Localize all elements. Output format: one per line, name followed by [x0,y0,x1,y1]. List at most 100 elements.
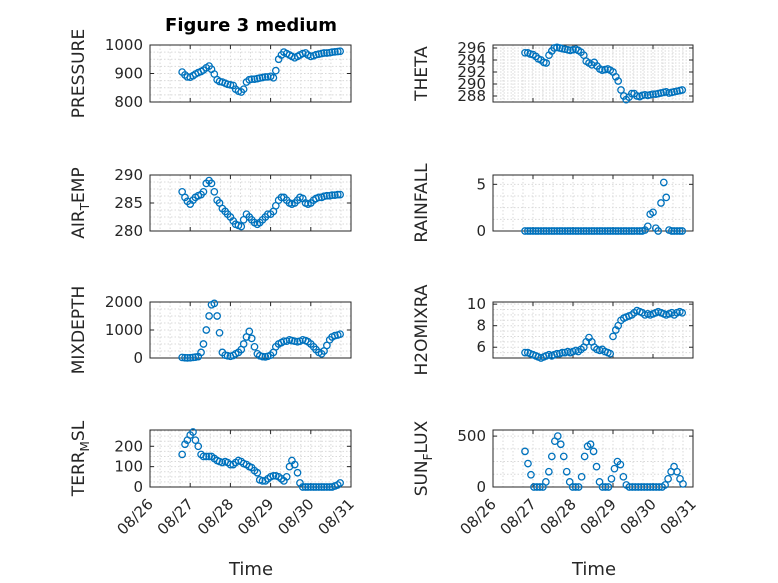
data-point [544,467,553,476]
data-point [199,452,208,461]
x-tick-label: 08/29 [234,495,277,538]
data-point [610,464,619,473]
data-point [298,483,307,491]
data-point [309,483,318,491]
data-point [226,81,235,89]
data-point [304,483,312,491]
data-point [298,49,307,58]
y-tick-label: 1000 [105,36,143,54]
y-tick-label: 500 [457,427,486,445]
data-point [595,227,604,235]
data-point [199,340,208,348]
y-tick-label: 0 [133,349,143,367]
y-tick-label: 10 [467,295,486,313]
data-point [673,227,681,235]
data-point [320,483,328,491]
data-point [633,227,641,235]
data-point [521,447,529,456]
data-point [269,73,278,82]
y-tick-label: 0 [476,478,486,496]
data-point [178,450,187,459]
data-point [574,227,583,235]
data-point [558,348,567,357]
data-point [178,353,187,362]
data-point [542,478,550,486]
data-point [537,227,545,235]
x-tick-label: 08/31 [657,495,700,538]
data-point [627,227,636,235]
data-point [617,86,625,94]
data-point [191,353,200,362]
data-point [579,227,588,235]
data-point [630,227,639,235]
data-point [582,227,591,235]
data-point [312,483,320,491]
data-point [553,227,561,235]
y-tick-label: 296 [457,39,486,57]
y-tick-label: 280 [114,222,143,240]
y-tick-label: 285 [114,194,143,212]
x-tick-label: 08/29 [577,495,620,538]
data-point [181,440,189,449]
data-point [643,222,652,231]
data-point [183,354,192,362]
data-point [320,49,328,57]
data-point [306,483,315,491]
axes-box [149,429,352,488]
y-tick-label: 294 [457,51,486,69]
data-point [545,227,553,235]
data-point [333,190,342,199]
data-point [250,75,259,84]
data-point [586,440,595,449]
data-point [667,227,676,235]
data-point [589,447,598,456]
data-point [336,47,344,56]
data-point [593,227,601,235]
data-point [574,483,583,491]
data-point [661,481,669,489]
data-point [617,227,625,235]
y-axis-label: H2OMIXRA [412,284,432,375]
y-tick-label: 900 [114,65,143,83]
data-point [609,227,617,235]
data-point [561,227,569,235]
data-point [611,227,620,235]
data-point [635,227,644,235]
data-point [317,483,326,491]
data-point [239,340,248,348]
data-point [328,48,336,56]
data-point [247,334,256,343]
y-tick-label: 290 [457,75,486,93]
data-point [271,66,280,75]
data-point [609,332,617,341]
data-point [577,472,586,481]
data-point [662,193,671,202]
data-point [213,312,221,320]
axes-box [492,174,694,232]
data-point [625,227,633,235]
x-axis-label-right: Time [571,559,616,580]
data-point [542,59,551,67]
data-point [679,480,687,488]
data-point [258,352,267,361]
data-point [547,452,556,461]
data-point [331,331,339,340]
y-axis-label: SUNFLUX [412,420,435,496]
data-point [526,227,535,235]
data-point [314,193,323,202]
x-tick-label: 08/27 [497,495,540,538]
data-point [205,312,213,320]
data-point [191,436,200,445]
data-point [239,85,248,94]
data-point [601,483,610,491]
y-tick-label: 800 [114,93,143,111]
data-point [606,227,615,235]
axes-box [492,301,694,359]
data-point [558,227,567,235]
x-axis-label-left: Time [228,559,273,580]
data-point [189,428,197,436]
data-point [577,227,585,235]
data-point [263,73,272,81]
